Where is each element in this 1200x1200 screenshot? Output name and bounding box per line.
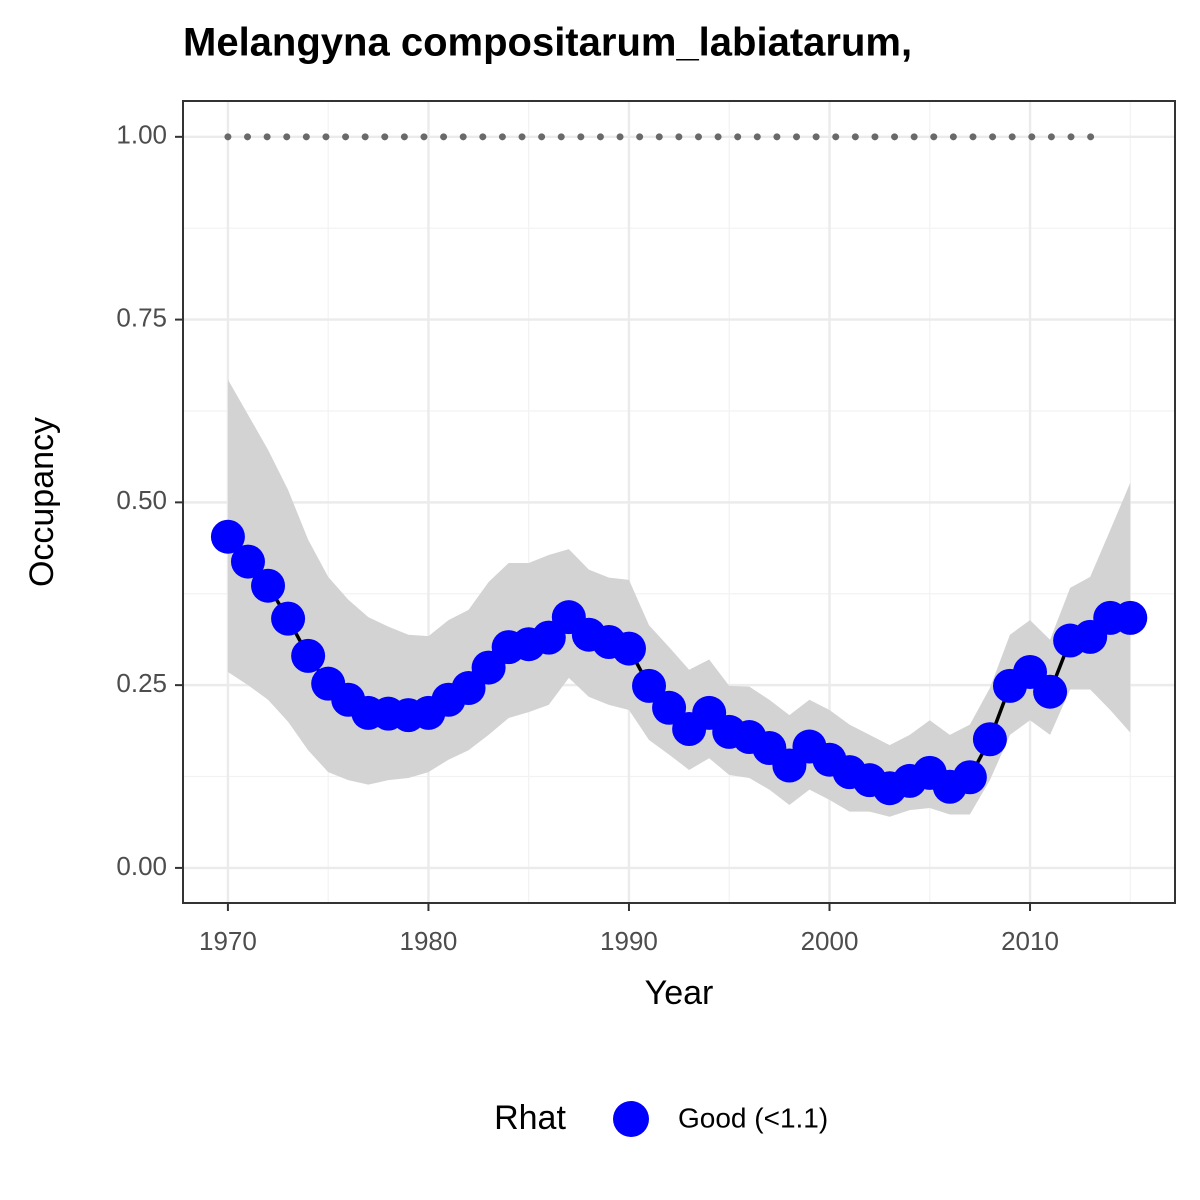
legend-marker [613, 1101, 649, 1137]
point [632, 668, 667, 703]
point [652, 690, 687, 725]
point [1033, 674, 1068, 709]
point [952, 760, 987, 795]
point [210, 519, 245, 554]
legend-label: Good (<1.1) [678, 1102, 828, 1133]
point [271, 601, 306, 636]
x-tick-label: 1990 [600, 926, 658, 956]
plot-area [210, 133, 1148, 817]
point [291, 638, 326, 673]
x-tick-label: 2000 [801, 926, 859, 956]
chart-title: Melangyna compositarum_labiatarum, [183, 21, 912, 65]
x-tick-label: 1980 [400, 926, 458, 956]
point [1113, 600, 1148, 635]
x-axis-title: Year [645, 974, 714, 1012]
y-tick-label: 1.00 [116, 120, 167, 150]
y-tick-label: 0.25 [116, 668, 167, 698]
y-tick-label: 0.50 [116, 485, 167, 515]
x-tick-label: 1970 [199, 926, 257, 956]
legend-title: Rhat [494, 1099, 566, 1137]
y-tick-label: 0.75 [116, 302, 167, 332]
panel-border [182, 100, 1176, 904]
point [972, 722, 1007, 757]
y-tick-label: 0.00 [116, 851, 167, 881]
x-tick-label: 2010 [1001, 926, 1059, 956]
point [251, 568, 286, 603]
point [611, 631, 646, 666]
y-axis-title: Occupancy [23, 417, 61, 587]
point [230, 544, 265, 579]
